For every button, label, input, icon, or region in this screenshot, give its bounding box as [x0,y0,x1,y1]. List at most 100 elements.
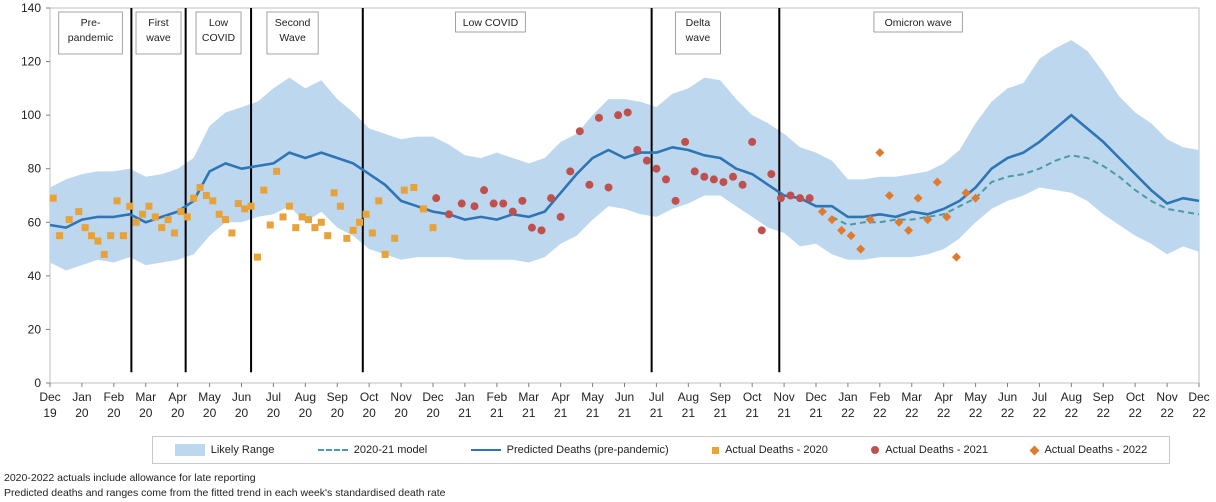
legend-label-actual-2021: Actual Deaths - 2021 [885,444,989,456]
actual-2022-point [894,217,904,227]
legend-swatch-band [174,444,205,456]
actual-2020-point [190,194,198,202]
x-tick-month-34: Oct [1126,390,1145,404]
actual-2021-point [690,167,699,176]
x-tick-year-24: 21 [809,406,823,420]
actual-2020-point [177,208,185,216]
phase-label-box-2 [135,11,182,55]
actual-2020-point [132,218,140,226]
x-tick-year-36: 22 [1192,406,1206,420]
actual-2021-point [633,145,642,154]
x-tick-year-32: 22 [1065,406,1079,420]
y-tick-label-0: 0 [34,376,41,390]
y-tick-label-100: 100 [21,108,41,122]
y-tick-label-140: 140 [21,1,41,15]
actual-2021-point [729,172,738,181]
chart-legend: Likely Range 2020-21 model Predicted Dea… [152,436,1170,464]
actual-2022-point [961,188,971,198]
phase-label-7-line-1: Omicron wave [885,17,952,29]
legend-label-model: 2020-21 model [353,444,428,456]
x-tick-year-17: 21 [586,406,600,420]
actual-2020-point [139,210,147,218]
x-tick-month-6: Jun [232,390,251,404]
phase-label-1-line-2: pandemic [68,32,114,44]
x-tick-month-26: Feb [869,390,890,404]
actual-2022-point [846,231,856,241]
actual-2020-point [317,218,325,226]
actual-2020-point [107,232,115,240]
x-tick-year-18: 21 [618,406,632,420]
x-tick-month-16: Apr [551,390,570,404]
actual-2020-point [368,229,376,237]
actual-2021-point [457,199,466,208]
x-tick-year-15: 21 [522,406,536,420]
actual-2020-point [234,200,242,208]
footnotes: 2020-2022 actuals include allowance for … [4,471,446,501]
actual-2021-point [432,194,441,203]
x-tick-month-12: Dec [422,390,443,404]
actual-2021-point [518,196,527,205]
phase-label-box-5 [455,11,526,33]
actual-2021-point [652,164,661,173]
actual-2020-point [151,213,159,221]
x-tick-month-18: Jun [615,390,634,404]
legend-swatch-diamond [1030,445,1040,455]
actual-2021-point [642,156,651,165]
actual-2021-point [508,207,517,216]
actual-2021-point [594,113,603,122]
actual-2020-point [241,205,249,213]
legend-label-actual-2020: Actual Deaths - 2020 [725,444,828,456]
actual-2020-point [410,183,418,191]
x-tick-year-13: 21 [458,406,472,420]
x-tick-month-9: Sep [327,390,349,404]
actual-2021-point [738,180,747,189]
x-tick-year-19: 21 [650,406,664,420]
actual-2022-point [923,215,933,225]
legend-item-actual-2020: Actual Deaths - 2020 [712,444,828,456]
actual-2020-point [158,224,166,232]
x-tick-year-10: 20 [362,406,376,420]
x-tick-month-17: May [581,390,604,404]
x-tick-month-30: Jun [998,390,1017,404]
actual-2020-point [330,189,338,197]
phase-label-box-4 [266,11,319,55]
actual-2020-point [375,197,383,205]
actual-2020-point [100,250,108,258]
actual-2022-point [932,177,942,187]
phase-label-box-1 [58,11,123,55]
phase-label-2-line-2: wave [145,32,171,44]
actual-2020-point [381,250,389,258]
actual-2020-point [356,218,364,226]
phase-label-box-7 [873,11,963,33]
x-tick-month-10: Oct [360,390,379,404]
actual-2020-point [247,202,255,210]
actual-2021-point [700,172,709,181]
phase-label-6-line-2: wave [685,32,711,44]
x-tick-year-33: 22 [1097,406,1111,420]
x-tick-month-28: Apr [934,390,953,404]
x-tick-month-4: Apr [168,390,187,404]
x-tick-month-31: Jul [1032,390,1047,404]
actual-2020-point [336,202,344,210]
actual-2020-point [279,213,287,221]
legend-swatch-circle [871,446,880,454]
x-tick-year-29: 22 [969,406,983,420]
x-tick-year-28: 22 [937,406,951,420]
actual-2020-point [183,213,191,221]
actual-2021-point [709,175,718,184]
actual-2020-point [228,229,236,237]
x-tick-year-35: 22 [1160,406,1174,420]
phase-label-3-line-1: Low [209,17,229,29]
x-tick-month-23: Nov [773,390,794,404]
actual-2021-point [499,199,508,208]
actual-2020-point [119,232,127,240]
legend-swatch-dashed-line [317,449,348,451]
x-tick-year-31: 22 [1033,406,1047,420]
actual-2020-point [145,202,153,210]
actual-2021-point [566,167,575,176]
y-tick-label-40: 40 [28,269,42,283]
x-tick-year-9: 20 [331,406,345,420]
actual-2020-point [311,224,319,232]
x-tick-year-5: 20 [203,406,217,420]
actual-2020-point [56,232,64,240]
